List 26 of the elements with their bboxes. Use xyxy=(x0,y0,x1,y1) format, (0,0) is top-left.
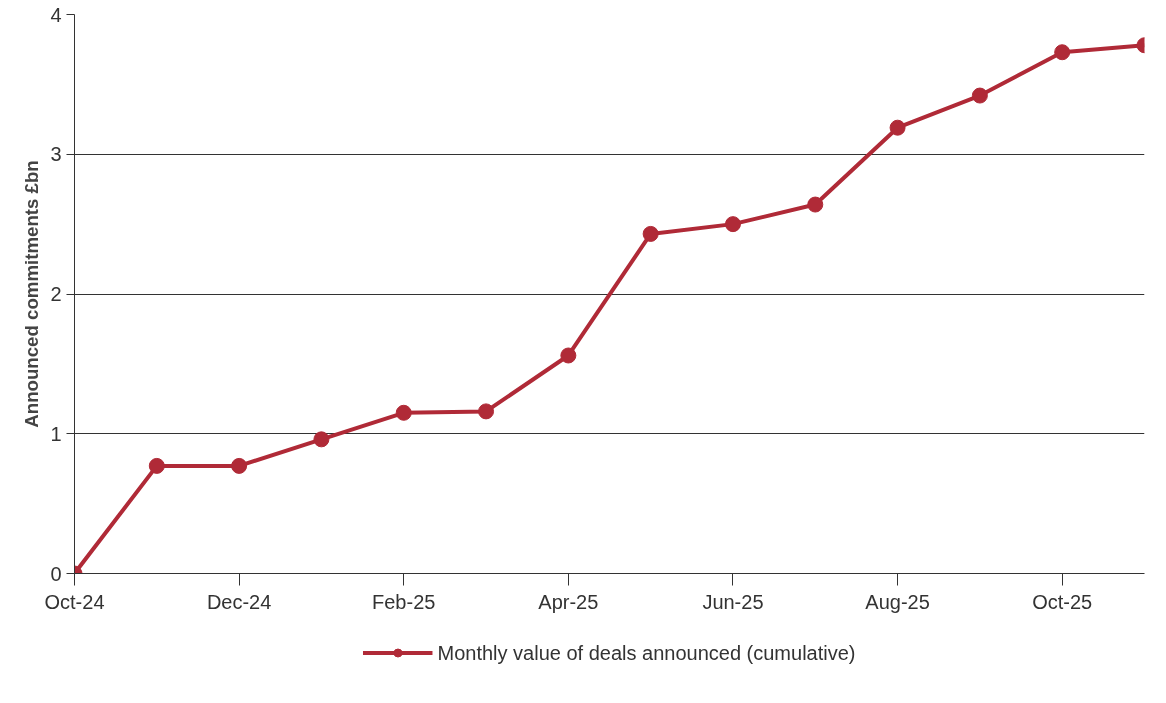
point xyxy=(642,225,659,242)
point xyxy=(971,87,988,104)
point xyxy=(807,196,824,213)
x-tick-label: Dec-24 xyxy=(206,590,272,613)
x-tick-label: Feb-25 xyxy=(372,590,436,613)
x-tick-label: Aug-25 xyxy=(865,590,930,613)
x-tick-label: Oct-25 xyxy=(1032,590,1093,613)
point xyxy=(724,216,741,233)
point xyxy=(313,431,330,448)
x-tick-label: Oct-24 xyxy=(44,590,105,613)
legend-label: Monthly value of deals announced (cumulative) xyxy=(437,641,856,664)
point xyxy=(231,457,248,474)
point xyxy=(148,457,165,474)
x-tick-label: Jun-25 xyxy=(702,590,764,613)
y-tick-label: 4 xyxy=(50,3,62,26)
point xyxy=(889,119,906,136)
x-tick-label: Apr-25 xyxy=(538,590,599,613)
point xyxy=(560,347,577,364)
y-tick-label: 3 xyxy=(50,143,62,166)
y-axis-title: Announced commitments £bn xyxy=(21,160,43,428)
point xyxy=(1054,44,1071,61)
y-tick-label: 2 xyxy=(50,283,62,305)
y-tick-label: 1 xyxy=(50,422,62,445)
y-tick-label: 0 xyxy=(50,562,62,585)
point xyxy=(395,404,412,421)
point xyxy=(478,403,495,420)
